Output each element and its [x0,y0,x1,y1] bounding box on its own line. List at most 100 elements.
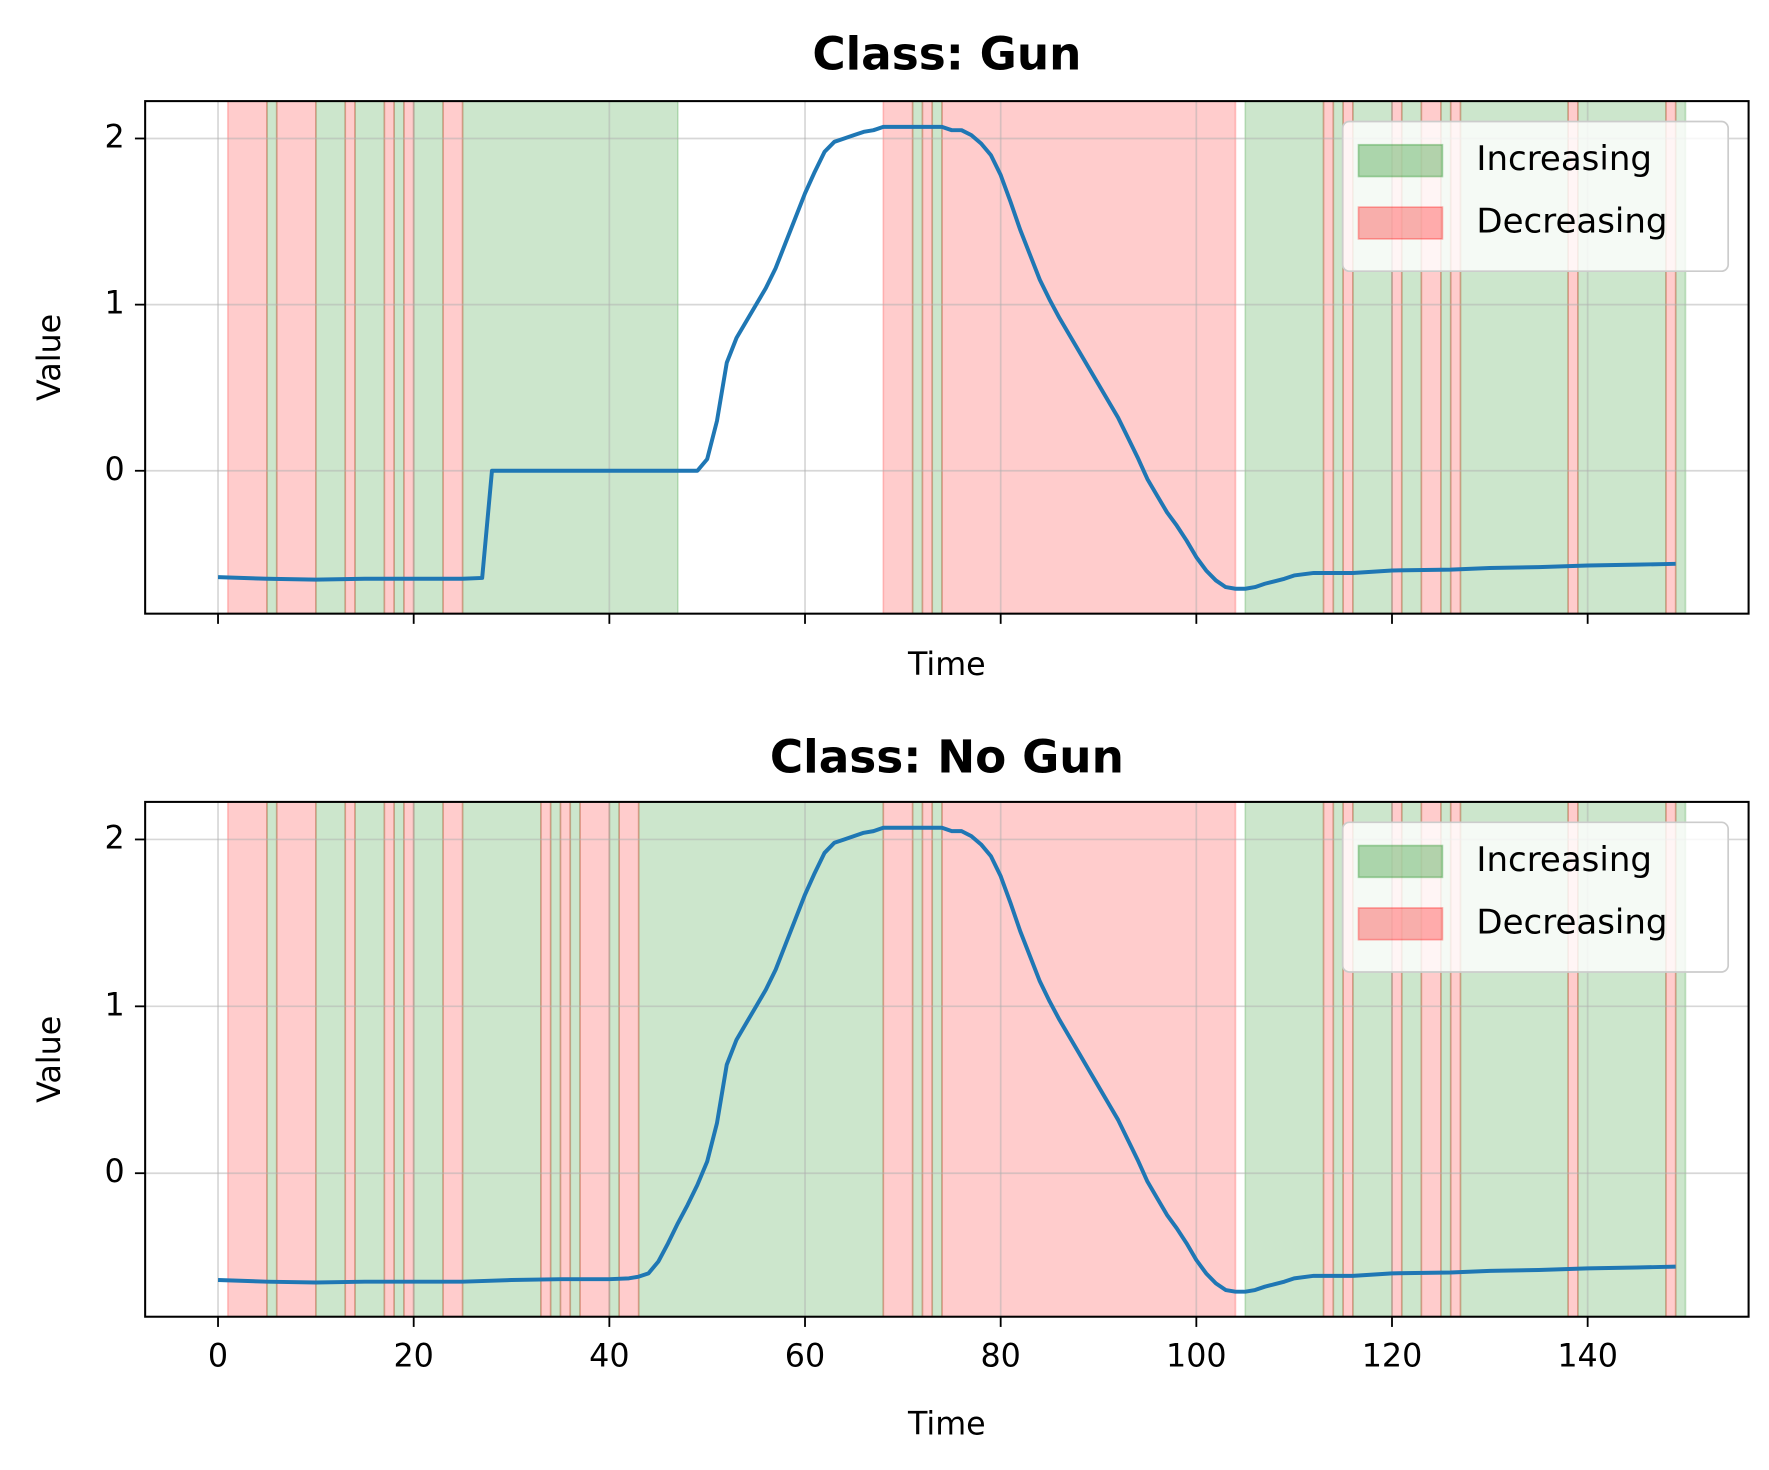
line [217,825,1676,1294]
span [1674,101,1687,614]
axes-frame [144,800,1750,1318]
span [931,101,943,614]
line [217,124,1676,591]
span [941,801,1237,1317]
span [882,101,914,614]
x-tick-label: 80 [980,1339,1020,1375]
x-tick-label: 140 [1557,1339,1618,1375]
legend-swatch [1357,844,1444,879]
span [393,801,405,1317]
span [941,101,1237,614]
span [393,101,405,614]
legend-label: Increasing [1476,139,1652,179]
legend-label: Decreasing [1476,202,1667,242]
span [911,101,924,614]
span [403,801,415,1317]
legend-label: Increasing [1476,840,1652,880]
span [579,801,611,1317]
legend-swatch [1357,206,1444,240]
legend-swatch [1357,143,1444,178]
span [1342,101,1354,614]
span [266,101,278,614]
span [344,801,356,1317]
span [882,801,914,1317]
legend-swatch [1357,907,1444,941]
span [266,801,278,1317]
legend-label: Decreasing [1476,902,1667,942]
span [275,801,317,1317]
y-axis-label: Value [32,314,68,401]
span [1440,101,1452,614]
y-tick-label: 0 [105,452,125,488]
span [1567,101,1579,614]
legend-box [1341,120,1730,273]
x-tick-label: 0 [208,1339,228,1375]
span [1244,101,1325,614]
span [442,101,464,614]
legend: Increasing Decreasing [1341,120,1730,273]
legend: Increasing Decreasing [1341,821,1730,973]
span [442,801,464,1317]
x-tick-label: 40 [589,1339,629,1375]
span [1449,801,1462,1317]
span [618,801,640,1317]
span [1449,101,1462,614]
span [569,801,581,1317]
x-tick-label: 60 [785,1339,825,1375]
x-tick-label: 120 [1362,1339,1423,1375]
span [1674,801,1687,1317]
span [354,101,386,614]
span [1567,801,1579,1317]
y-axis-label: Value [32,1016,68,1103]
y-tick-label: 2 [105,820,125,856]
span [315,801,347,1317]
span [921,101,934,614]
x-axis-label: Time [907,1407,986,1443]
span [226,801,268,1317]
span [354,801,386,1317]
axes-frame [144,100,1750,615]
chart-title: Class: No Gun [770,730,1124,783]
y-tick-label: 2 [105,119,125,155]
x-tick-label: 100 [1166,1339,1227,1375]
span [559,801,572,1317]
span [412,101,444,614]
span [1332,101,1344,614]
legend-box [1341,821,1730,973]
span [1322,801,1335,1317]
span [1665,101,1677,614]
span [275,101,317,614]
span [1332,801,1344,1317]
span [1322,101,1335,614]
span [383,101,395,614]
x-axis-label: Time [907,647,986,683]
span [344,101,356,614]
span [911,801,924,1317]
span [1244,801,1325,1317]
span [403,101,415,614]
y-tick-label: 1 [105,987,125,1023]
span [226,101,268,614]
span [315,101,347,614]
span [461,801,542,1317]
span [931,801,943,1317]
span [637,801,885,1317]
span [1665,801,1677,1317]
span [549,801,562,1317]
span [383,801,395,1317]
span [461,101,679,614]
subplot: 0 20 40 60 80 100 120 140 0 1 2 Class: No Gun Time Va… [32,730,1750,1443]
span [540,801,552,1317]
span [1342,801,1354,1317]
y-tick-label: 0 [105,1154,125,1190]
y-tick-label: 1 [105,286,125,322]
x-tick-label: 20 [393,1339,433,1375]
span [1440,801,1452,1317]
span [608,801,620,1317]
chart-title: Class: Gun [812,27,1081,80]
subplot: 0 1 2 Class: Gun Time Value Increasing Decreasi… [32,27,1750,683]
span [412,801,444,1317]
span [921,801,934,1317]
